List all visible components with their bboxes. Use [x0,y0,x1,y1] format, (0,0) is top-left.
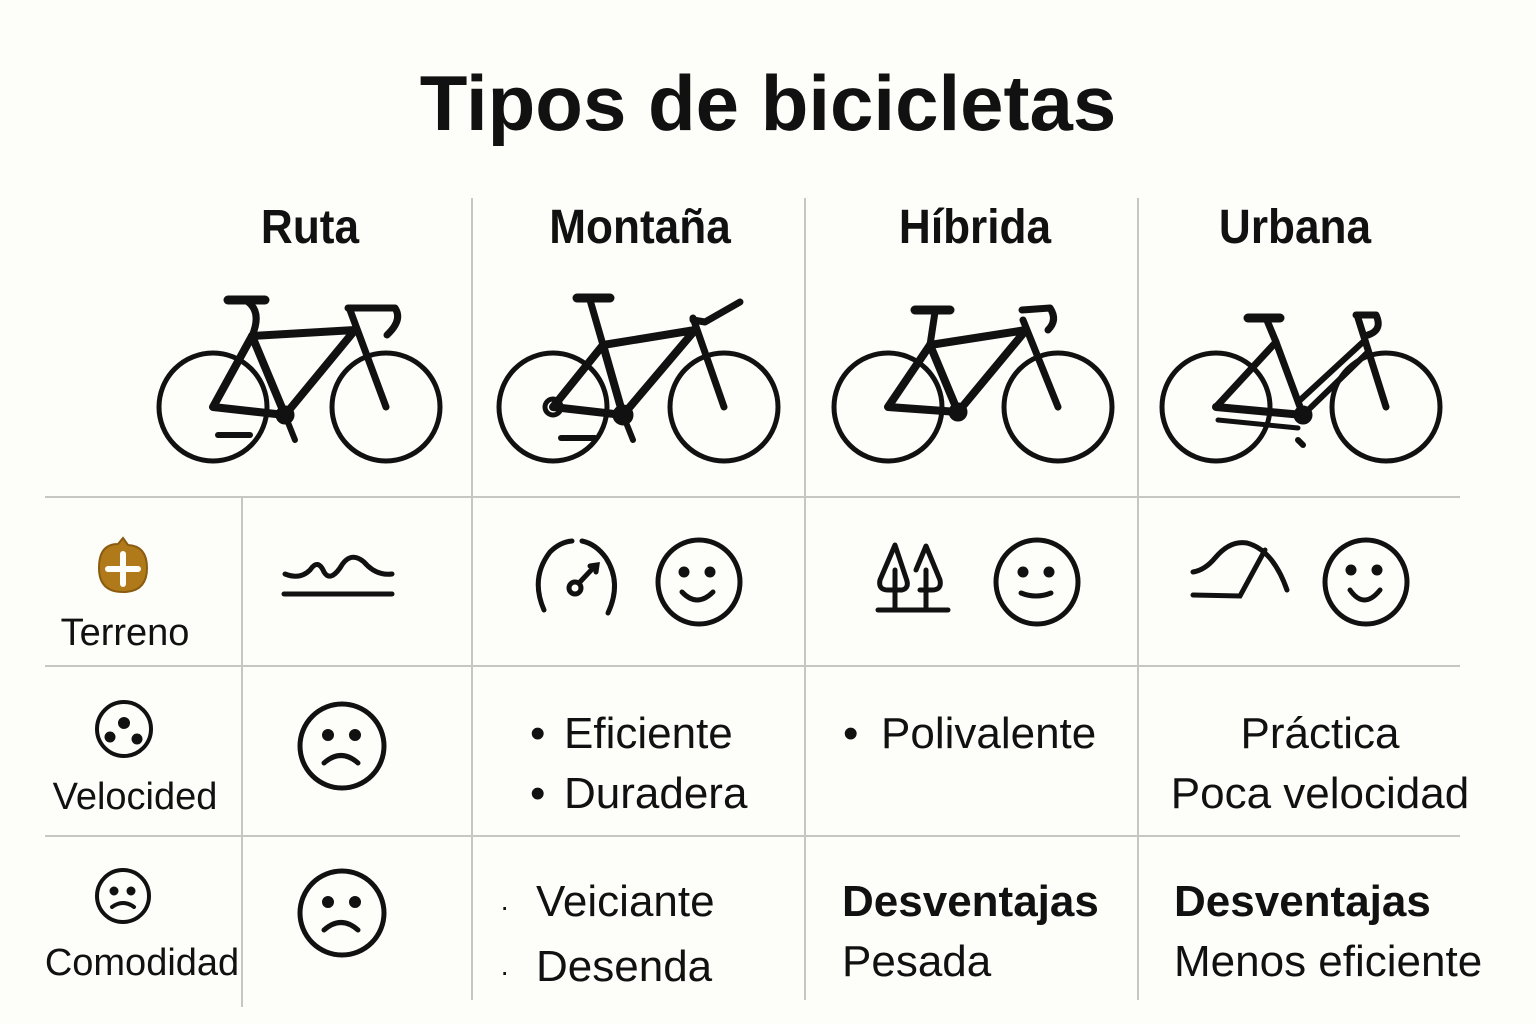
road-bike-icon [156,295,443,464]
cell-urbana-comodidad: Desventajas Menos eficiente [1174,872,1482,992]
city-bike-icon [1159,311,1443,464]
bullet-item: · Desenda [500,937,715,1002]
bullet-icon: • [530,769,546,818]
bullet-icon: • [530,709,546,758]
bullet-item: · Veiciante [500,872,715,937]
terrain-badge-icon [97,536,149,594]
trees-icon [875,542,951,613]
bullet-icon: • [843,709,859,758]
cell-hibrida-velocidad: • Polivalente [843,704,1096,764]
sad-face-small-icon [95,868,151,924]
bullet-item: • Duradera [530,764,747,824]
column-header-montana: Montaña [549,201,731,254]
ramp-slope-icon [1190,540,1290,599]
mountain-bike-icon [496,293,781,464]
bullet-icon: · [500,956,510,987]
hybrid-bike-icon [831,304,1115,464]
bullet-item: • Eficiente [530,704,747,764]
cell-hibrida-comodidad: Desventajas Pesada [842,872,1099,992]
bullet-icon: · [500,891,510,922]
grid-divider [241,497,243,1007]
grid-divider [45,665,1460,667]
grid-divider [471,198,473,1000]
speedometer-icon [535,538,617,616]
column-header-urbana: Urbana [1218,201,1372,254]
rolling-hills-icon [281,554,395,597]
disadvantages-heading: Desventajas [842,877,1099,926]
grid-divider [1137,198,1139,1000]
smiley-face-icon [1322,537,1410,627]
page-title: Tipos de bicicletas [419,59,1117,147]
dotted-face-icon [95,700,153,758]
bullet-item: • Polivalente [843,704,1096,764]
grid-divider [804,198,806,1000]
cell-montana-comodidad: · Veiciante · Desenda [500,872,715,1002]
row-label-terreno: Terreno [60,612,190,654]
column-header-ruta: Ruta [260,201,360,254]
row-label-velocidad: Velocided [52,776,218,818]
disadvantages-heading: Desventajas [1174,877,1431,926]
column-header-hibrida: Híbrida [898,201,1052,254]
smiley-face-icon [993,537,1081,627]
cell-montana-velocidad: • Eficiente • Duradera [530,704,747,824]
sad-face-icon [297,868,387,958]
cell-urbana-velocidad: Práctica Poca velocidad [1170,709,1470,818]
grid-divider [45,496,1460,498]
row-label-comodidad: Comodidad [44,942,240,984]
grid-divider [45,835,1460,837]
smiley-face-icon [655,537,743,627]
sad-face-icon [297,701,387,791]
